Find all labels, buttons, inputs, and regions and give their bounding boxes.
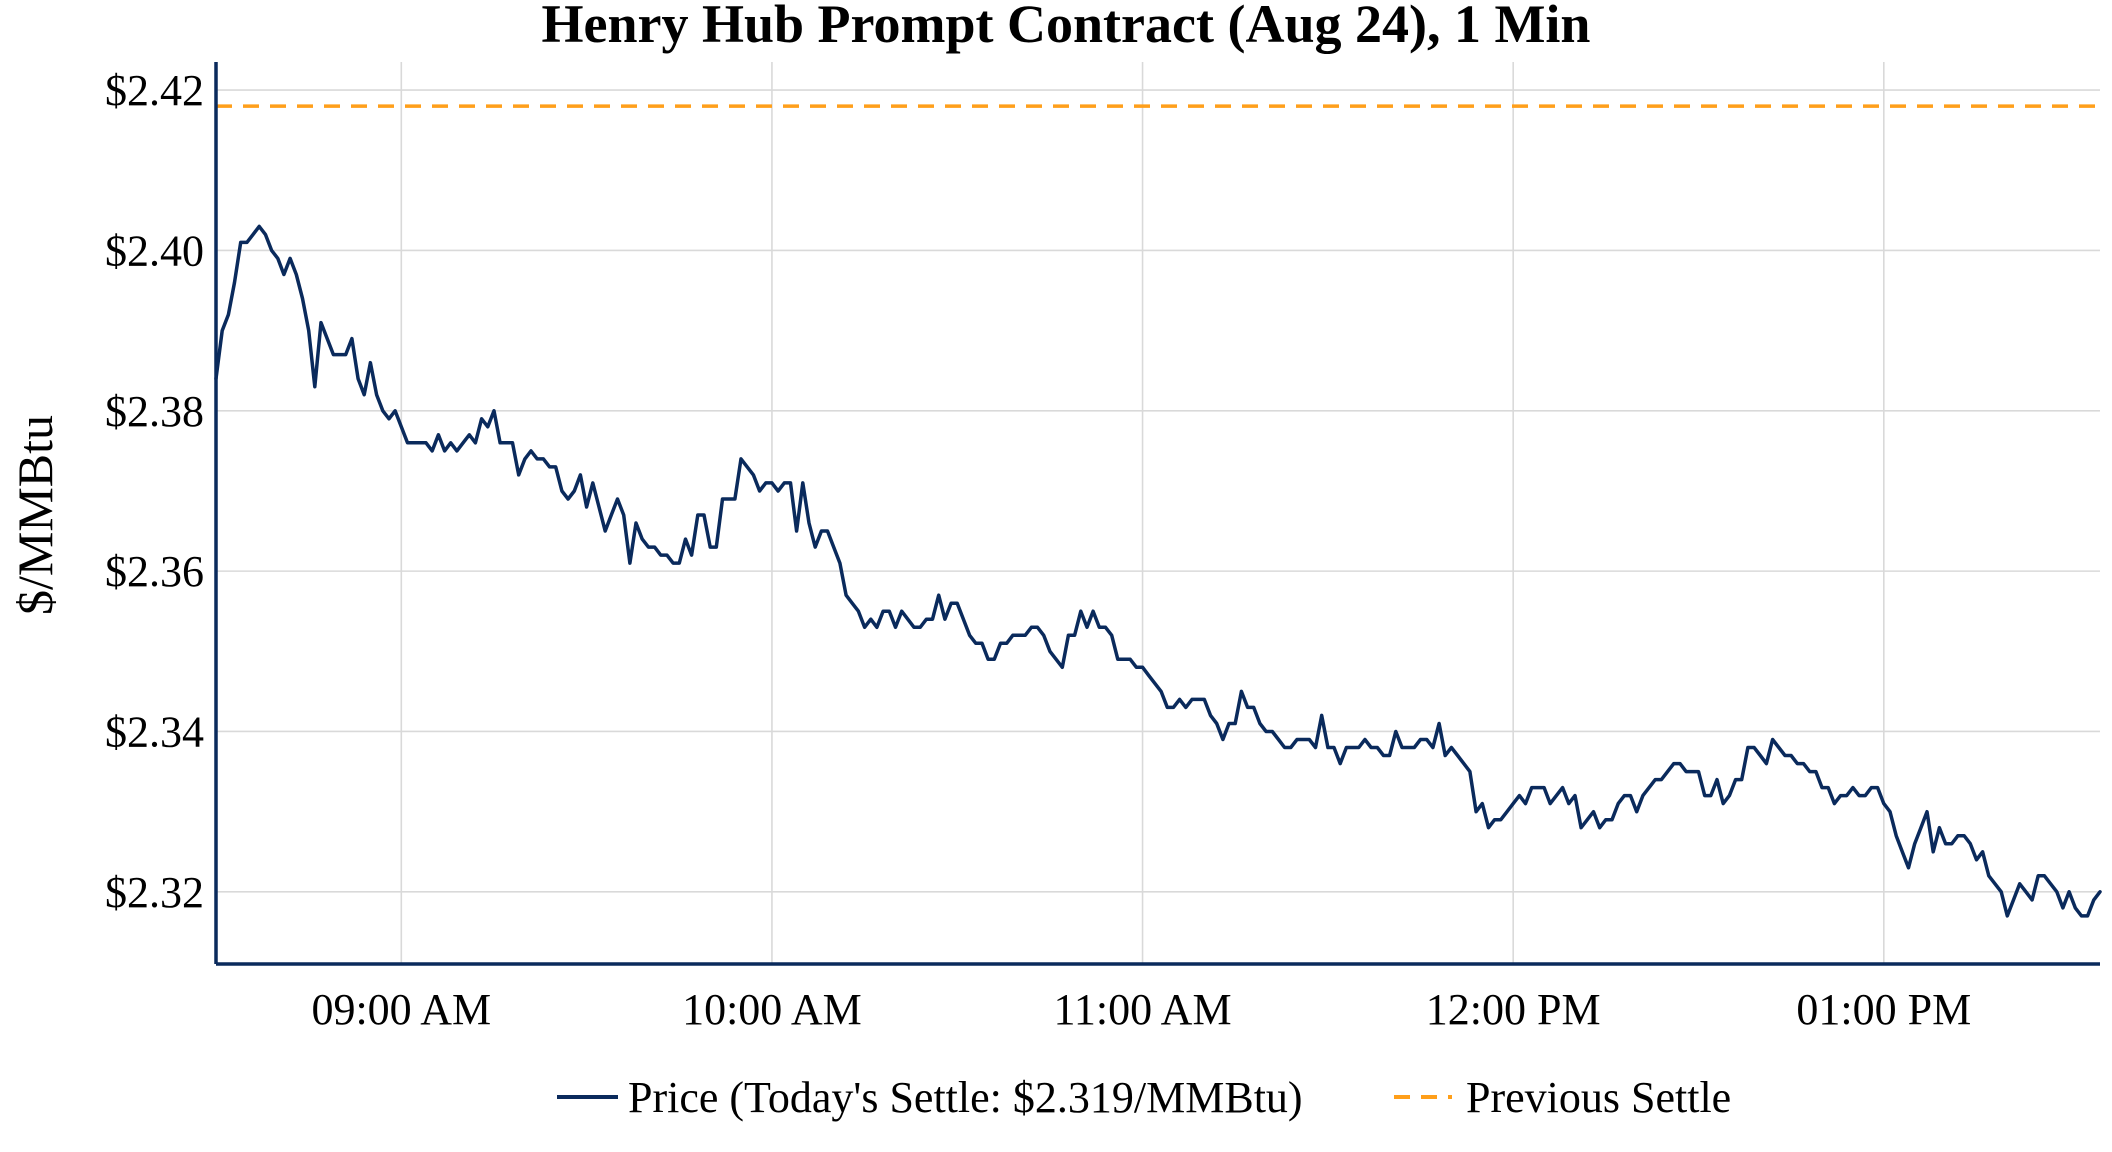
y-tick-label: $2.32 [105, 868, 204, 917]
series-layer [214, 104, 2102, 918]
y-tick-label: $2.42 [105, 66, 204, 115]
y-axis-title: $/MMBtu [7, 415, 63, 615]
x-tick-label: 11:00 AM [1054, 985, 1232, 1034]
y-tick-label: $2.38 [105, 387, 204, 436]
price-series-line [214, 224, 2102, 918]
axis-layer [214, 62, 2100, 966]
legend-previous-settle-label: Previous Settle [1466, 1073, 1731, 1122]
grid-layer [216, 62, 2100, 964]
x-tick-label: 12:00 PM [1426, 985, 1601, 1034]
y-tick-label: $2.40 [105, 226, 204, 275]
y-tick-label: $2.36 [105, 547, 204, 596]
label-layer: 09:00 AM 10:00 AM 11:00 AM 12:00 PM 01:00 PM… [105, 66, 1971, 1034]
x-tick-label: 09:00 AM [311, 985, 491, 1034]
x-tick-label: 01:00 PM [1796, 985, 1971, 1034]
legend-price-label: Price (Today's Settle: $2.319/MMBtu) [628, 1073, 1303, 1122]
y-tick-label: $2.34 [105, 707, 204, 756]
legend: Price (Today's Settle: $2.319/MMBtu) Pre… [557, 1073, 1731, 1122]
chart-title: Henry Hub Prompt Contract (Aug 24), 1 Mi… [542, 0, 1591, 54]
x-tick-label: 10:00 AM [682, 985, 862, 1034]
